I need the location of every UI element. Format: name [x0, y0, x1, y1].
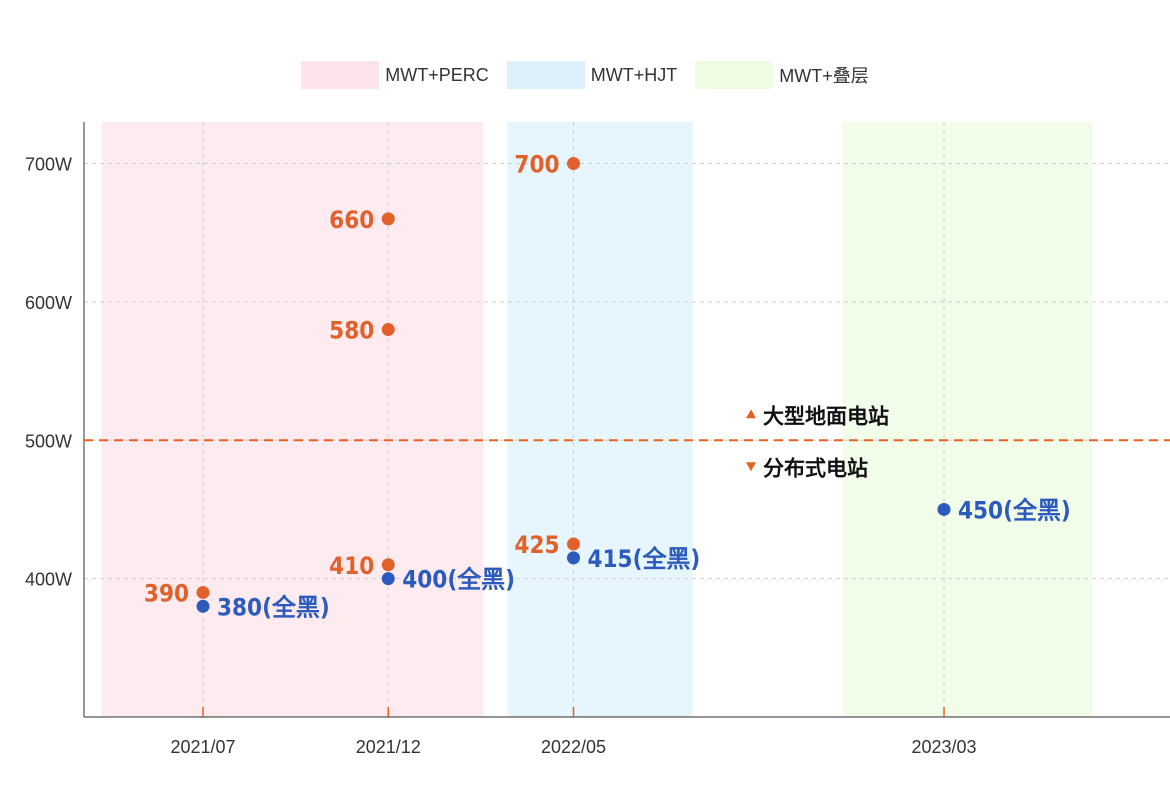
data-label-s2-3: 415(全黑)	[588, 545, 701, 573]
data-point-s2-1	[196, 599, 210, 613]
axis-layer: 400W 500W 600W 700W 2021/07 2021/12 2022/05 202…	[25, 122, 1170, 757]
legend-label-tandem: MWT+叠层	[779, 66, 869, 86]
band-layer	[101, 122, 1093, 717]
arrow-down-icon	[746, 462, 756, 472]
arrow-up-icon	[746, 409, 756, 419]
data-point-s1-6	[567, 157, 580, 171]
x-tick-label-1: 2021/07	[170, 737, 235, 757]
x-tick-label-2: 2021/12	[356, 737, 421, 757]
y-tick-label-500: 500W	[25, 431, 72, 451]
data-label-s1-2: 410	[329, 552, 374, 580]
legend-label-perc: MWT+PERC	[385, 64, 489, 85]
legend-item-perc: MWT+PERC	[301, 61, 489, 89]
data-point-s1-5	[567, 537, 580, 551]
y-tick-label-400: 400W	[25, 570, 72, 590]
data-label-s1-1: 390	[144, 579, 189, 607]
data-point-s1-4	[381, 212, 395, 226]
data-label-s2-4: 450(全黑)	[958, 496, 1071, 524]
band-2	[507, 122, 693, 717]
data-point-s1-2	[381, 558, 395, 572]
data-label-s2-1: 380(全黑)	[217, 593, 330, 621]
band-3	[842, 122, 1093, 717]
data-point-s1-3	[381, 323, 395, 337]
data-point-s2-4	[937, 502, 951, 516]
legend-swatch-hjt	[506, 61, 585, 89]
x-tick-label-3: 2022/05	[541, 737, 606, 757]
data-label-s1-6: 700	[514, 151, 559, 179]
legend-label-hjt: MWT+HJT	[590, 64, 678, 85]
legend-swatch-perc	[301, 61, 380, 89]
data-point-s2-2	[381, 572, 395, 586]
y-tick-label-700: 700W	[25, 155, 72, 175]
data-label-s1-3: 580	[329, 317, 374, 345]
threshold-below-label: 分布式电站	[763, 456, 868, 480]
x-tick-label-4: 2023/03	[911, 737, 976, 757]
legend-item-tandem: MWT+叠层	[695, 61, 869, 89]
chart-legend: MWT+PERC MWT+HJT MWT+叠层	[0, 60, 1170, 90]
data-label-s1-4: 660	[329, 206, 374, 234]
points-layer: 390 410 580 660 425 700 380(全黑) 400(全黑) 415(全黑) 4…	[144, 151, 1071, 622]
y-tick-label-600: 600W	[25, 293, 72, 313]
band-1	[101, 122, 484, 717]
threshold-above-label: 大型地面电站	[763, 404, 889, 428]
data-point-s2-3	[567, 551, 580, 565]
data-label-s1-5: 425	[514, 531, 559, 559]
legend-item-hjt: MWT+HJT	[506, 61, 678, 89]
data-label-s2-2: 400(全黑)	[402, 566, 515, 594]
data-point-s1-1	[196, 585, 210, 599]
legend-swatch-tandem	[695, 61, 774, 89]
